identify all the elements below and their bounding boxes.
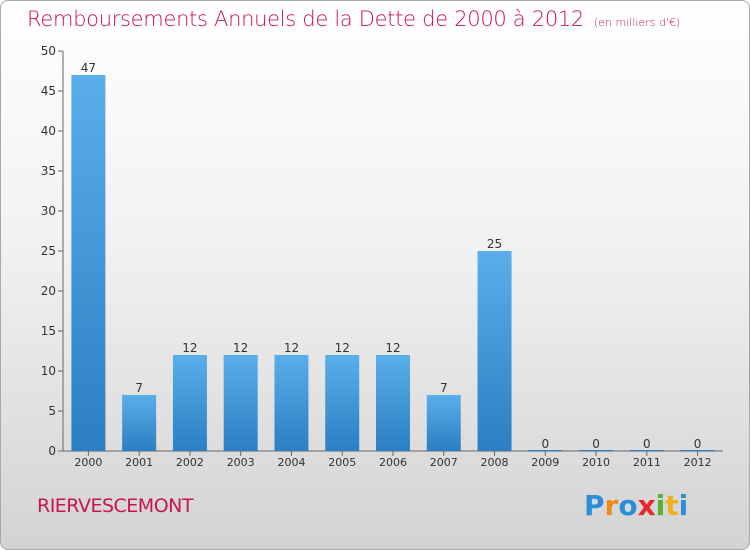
bar-value-label: 12 <box>182 341 197 355</box>
y-tick-label: 35 <box>41 164 56 178</box>
x-tick-label: 2010 <box>582 456 610 469</box>
bar <box>122 395 157 451</box>
x-tick-label: 2007 <box>430 456 458 469</box>
y-tick-label: 50 <box>41 44 56 58</box>
bar-value-label: 25 <box>487 237 502 251</box>
y-tick-label: 10 <box>41 364 56 378</box>
bar-value-label: 47 <box>81 61 96 75</box>
proxiti-logo: Proxiti <box>584 489 694 525</box>
x-tick-label: 2012 <box>684 456 712 469</box>
y-tick-label: 0 <box>48 444 56 458</box>
y-tick-label: 20 <box>41 284 56 298</box>
bar <box>172 355 207 451</box>
x-tick-label: 2003 <box>227 456 255 469</box>
bar-value-label: 12 <box>335 341 350 355</box>
bar <box>71 75 106 451</box>
y-tick-label: 5 <box>48 404 56 418</box>
bar-value-label: 7 <box>440 381 448 395</box>
title-unit: (en milliers d'€) <box>594 16 681 29</box>
y-tick-label: 25 <box>41 244 56 258</box>
logo-wordmark: Proxiti <box>584 489 689 522</box>
bar <box>477 251 512 451</box>
bar-value-label: 12 <box>284 341 299 355</box>
bar-value-label: 7 <box>135 381 143 395</box>
y-tick-label: 45 <box>41 84 56 98</box>
bar-value-label: 12 <box>233 341 248 355</box>
x-tick-label: 2000 <box>74 456 102 469</box>
x-tick-label: 2011 <box>633 456 661 469</box>
bar-value-label: 0 <box>592 437 600 451</box>
title-text: Remboursements Annuels de la Dette de 20… <box>27 7 584 31</box>
x-tick-label: 2004 <box>277 456 305 469</box>
x-tick-label: 2002 <box>176 456 204 469</box>
bar <box>223 355 258 451</box>
x-tick-label: 2008 <box>481 456 509 469</box>
bar-value-label: 0 <box>694 437 702 451</box>
bar-value-label: 0 <box>643 437 651 451</box>
x-tick-label: 2009 <box>531 456 559 469</box>
y-tick-label: 15 <box>41 324 56 338</box>
y-tick-label: 30 <box>41 204 56 218</box>
y-tick-label: 40 <box>41 124 56 138</box>
bar <box>426 395 461 451</box>
chart-title: Remboursements Annuels de la Dette de 20… <box>27 7 680 31</box>
x-tick-label: 2001 <box>125 456 153 469</box>
bar <box>376 355 410 451</box>
x-tick-label: 2006 <box>379 456 407 469</box>
bar <box>274 355 309 451</box>
x-tick-label: 2005 <box>328 456 356 469</box>
bar <box>325 355 360 451</box>
commune-name: RIERVESCEMONT <box>37 495 193 517</box>
bar-value-label: 0 <box>541 437 549 451</box>
bar-value-label: 12 <box>385 341 400 355</box>
